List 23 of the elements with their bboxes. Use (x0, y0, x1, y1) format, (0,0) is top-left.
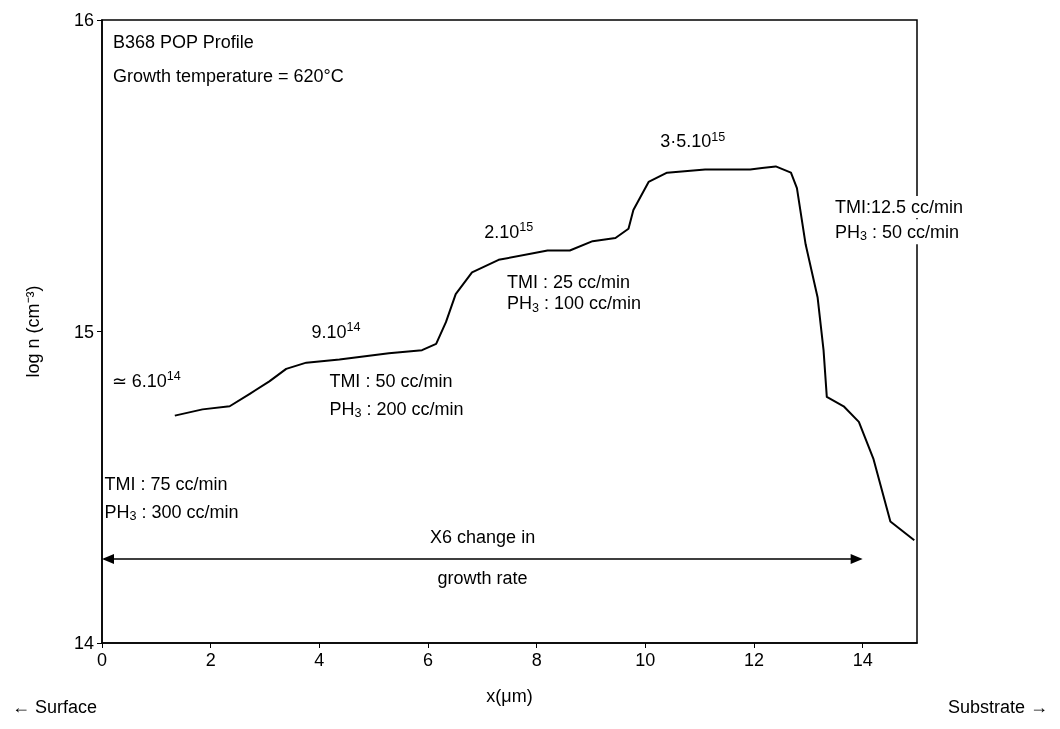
text: Substrate → (947, 697, 1048, 717)
x-tick-label: 8 (531, 650, 542, 670)
text: ← Surface (12, 697, 98, 717)
annotation: TMI:12.5 cc/min (835, 196, 964, 217)
x-tick-label: 4 (314, 650, 325, 670)
x-tick-label: 2 (205, 650, 216, 670)
x-tick-label: 0 (96, 650, 108, 670)
annotation: TMI : 25 cc/min (507, 271, 631, 292)
x-tick-label: 10 (635, 650, 656, 670)
y-tick-label: 16 (73, 10, 94, 30)
x-tick-label: 6 (422, 650, 434, 670)
annotation: growth rate (437, 567, 528, 588)
annotation: X6 change in (430, 527, 536, 548)
y-axis-title: log n (cm⁻³) (23, 285, 43, 378)
x-tick-label: 12 (743, 650, 765, 670)
annotation: TMI : 50 cc/min (329, 371, 453, 392)
x-tick-label: 14 (852, 650, 873, 670)
y-tick-label: 14 (73, 633, 94, 653)
text: Growth temperature = 620°C (113, 66, 344, 86)
text: B368 POP Profile (113, 32, 254, 52)
annotation: TMI : 75 cc/min (104, 474, 228, 495)
x-axis-title: x(μm) (486, 686, 533, 706)
y-tick-label: 15 (73, 321, 94, 342)
